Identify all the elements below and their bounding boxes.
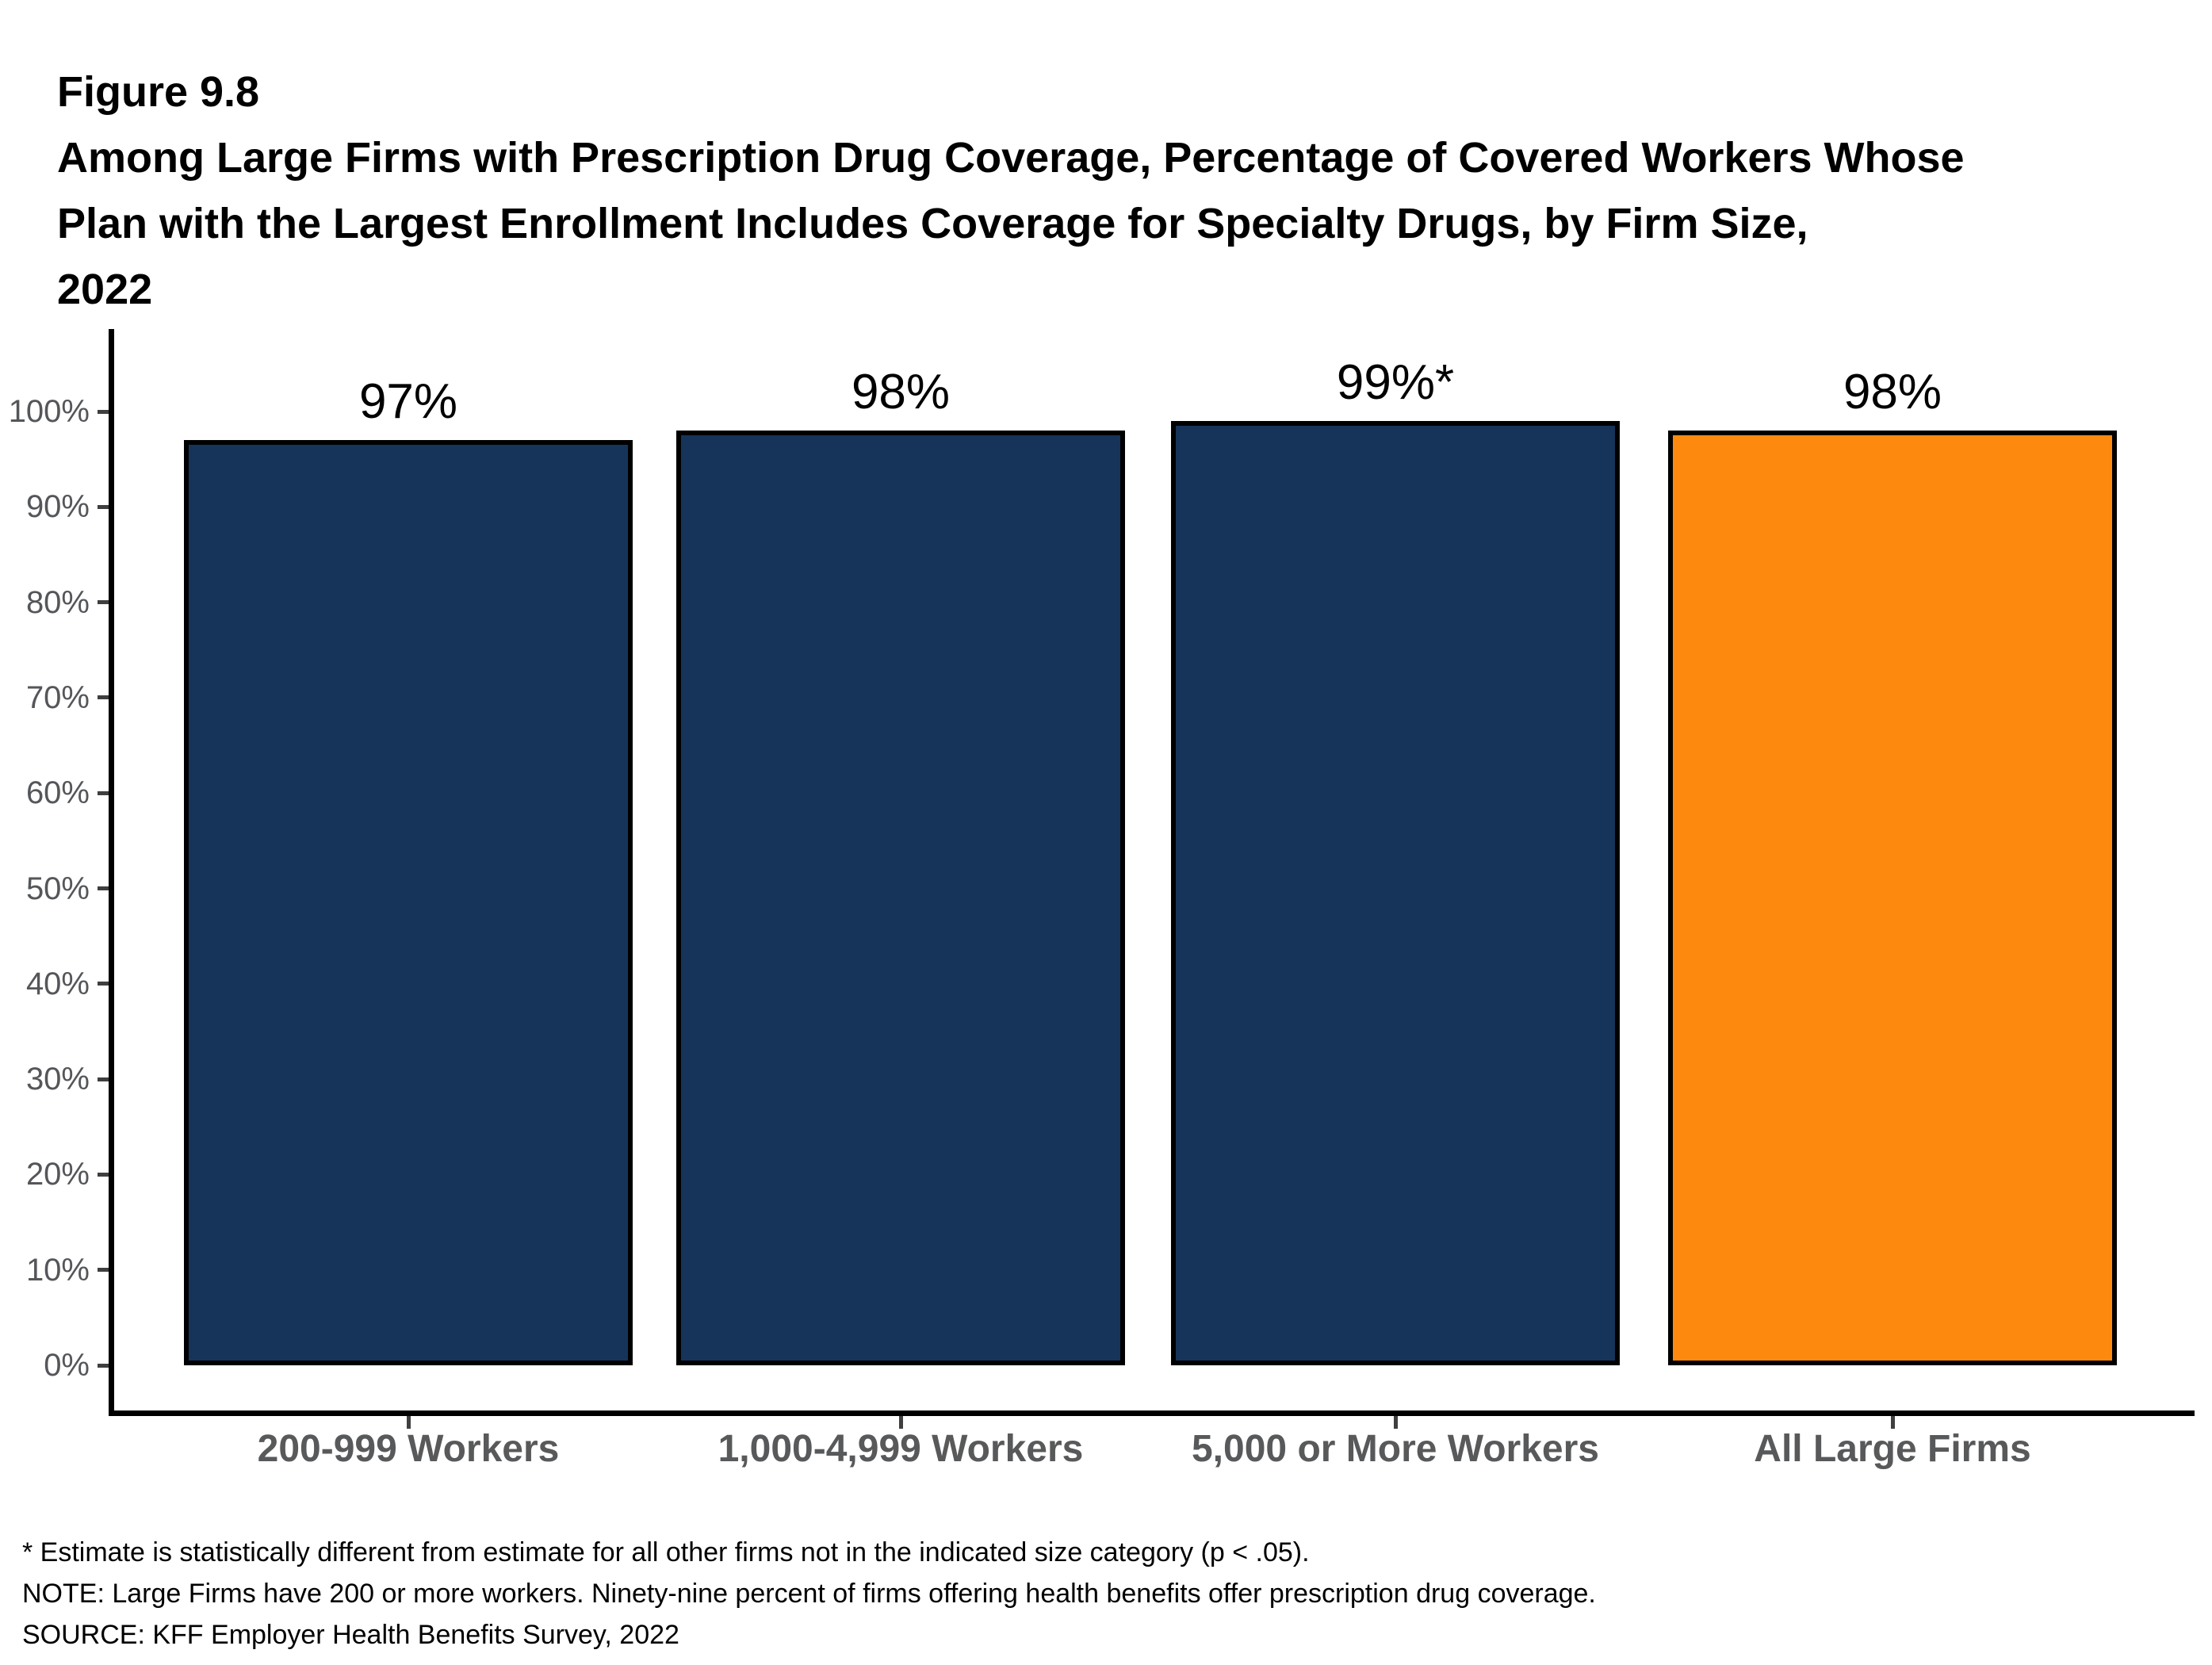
x-axis-line bbox=[109, 1410, 2195, 1416]
y-tick bbox=[98, 1268, 109, 1273]
y-tick-label: 20% bbox=[25, 1157, 90, 1192]
y-axis-line bbox=[109, 329, 114, 1416]
bar-200-999-workers bbox=[184, 440, 633, 1365]
chart-title-line-1: Among Large Firms with Prescription Drug… bbox=[57, 134, 1965, 182]
bar-value-label: 99%* bbox=[1336, 355, 1455, 411]
y-tick-label: 80% bbox=[25, 584, 90, 620]
x-tick bbox=[898, 1416, 903, 1429]
figure-label: Figure 9.8 bbox=[57, 68, 260, 116]
bar-value-label: 97% bbox=[358, 374, 458, 430]
y-tick bbox=[98, 504, 109, 509]
title-block: Figure 9.8 Among Large Firms with Prescr… bbox=[57, 59, 1965, 323]
y-tick-label: 30% bbox=[25, 1062, 90, 1097]
y-tick-label: 60% bbox=[25, 775, 90, 811]
x-category-label: All Large Firms bbox=[1754, 1428, 2031, 1470]
x-category-label: 1,000-4,999 Workers bbox=[718, 1428, 1084, 1470]
y-tick-label: 50% bbox=[25, 871, 90, 906]
x-tick bbox=[1890, 1416, 1895, 1429]
y-tick bbox=[98, 1172, 109, 1177]
footnote-note: NOTE: Large Firms have 200 or more worke… bbox=[22, 1579, 1596, 1609]
y-tick bbox=[98, 790, 109, 795]
y-tick bbox=[98, 409, 109, 414]
y-tick-label: 90% bbox=[25, 489, 90, 525]
y-tick-label: 40% bbox=[25, 966, 90, 1001]
bar-5-000-or-more-workers bbox=[1171, 421, 1620, 1365]
footnote-source: SOURCE: KFF Employer Health Benefits Sur… bbox=[22, 1620, 679, 1650]
y-tick-label: 100% bbox=[8, 394, 90, 429]
x-category-label: 200-999 Workers bbox=[257, 1428, 560, 1470]
y-tick bbox=[98, 1363, 109, 1368]
y-tick-label: 0% bbox=[44, 1348, 90, 1383]
bar-1-000-4-999-workers bbox=[676, 431, 1125, 1365]
y-tick bbox=[98, 886, 109, 890]
bar-all-large-firms bbox=[1668, 431, 2117, 1365]
y-tick bbox=[98, 1077, 109, 1081]
chart-title-line-3: 2022 bbox=[57, 266, 153, 313]
footnote-asterisk: * Estimate is statistically different fr… bbox=[22, 1537, 1310, 1567]
y-tick-label: 70% bbox=[25, 679, 90, 715]
footnotes: * Estimate is statistically different fr… bbox=[22, 1532, 1596, 1655]
x-tick bbox=[1393, 1416, 1398, 1429]
x-category-label: 5,000 or More Workers bbox=[1191, 1428, 1599, 1470]
x-tick bbox=[406, 1416, 411, 1429]
y-tick bbox=[98, 695, 109, 700]
y-tick bbox=[98, 600, 109, 605]
y-tick bbox=[98, 982, 109, 986]
chart-title-line-2: Plan with the Largest Enrollment Include… bbox=[57, 200, 1808, 247]
bar-value-label: 98% bbox=[851, 365, 951, 420]
y-tick-label: 10% bbox=[25, 1252, 90, 1288]
bar-value-label: 98% bbox=[1843, 365, 1942, 420]
